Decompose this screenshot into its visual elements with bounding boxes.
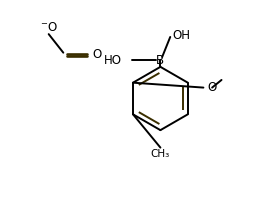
Text: CH₃: CH₃ <box>151 149 170 159</box>
Text: OH: OH <box>172 29 190 42</box>
Text: O: O <box>93 48 102 61</box>
Text: O: O <box>207 81 217 94</box>
Text: B: B <box>156 54 164 67</box>
Text: $^{-}$O: $^{-}$O <box>40 21 58 34</box>
Text: HO: HO <box>104 54 122 67</box>
